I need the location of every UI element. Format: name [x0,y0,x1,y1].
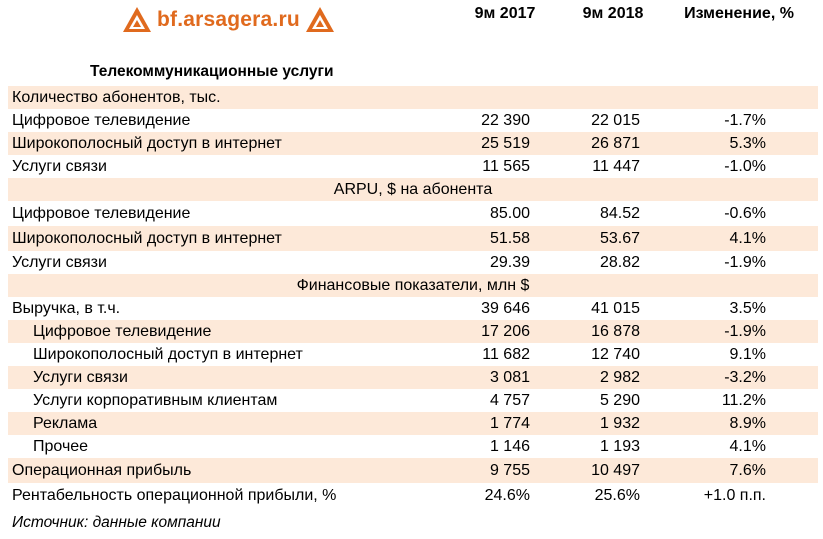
table-row: Услуги связи 29.39 28.82 -1.9% [8,251,818,274]
cell-v1: 29.39 [489,254,530,271]
cell-v2: 84.52 [599,205,640,222]
table-row: Широкополосный доступ в интернет 11 682 12… [8,343,818,366]
cell-v2: 10 497 [591,462,640,479]
cell-v2: 16 878 [591,323,640,340]
row-label: Прочее [33,438,89,455]
cell-v3: 11.2% [721,392,766,409]
row-label: Рентабельность операционной прибыли, % [12,487,337,504]
source-note: Источник: данные компании [12,514,221,531]
section-title: Телекоммуникационные услуги [90,63,334,80]
table-row: Цифровое телевидение 22 390 22 015 -1.7% [8,109,818,132]
table-row: Широкополосный доступ в интернет 25 519 26… [8,132,818,155]
table-row: Услуги связи 11 565 11 447 -1.0% [8,155,818,178]
table-row: Количество абонентов, тыс. [8,86,818,109]
table-row: Широкополосный доступ в интернет 51.58 53.… [8,226,818,251]
logo-left-icon [123,7,151,32]
cell-v2: 12 740 [591,346,640,363]
cell-v3: -1.0% [724,158,766,175]
row-label: Услуги корпоративным клиентам [33,392,278,409]
table-row: Реклама 1 774 1 932 8.9% [8,412,818,435]
cell-v3: 4.1% [729,438,766,455]
cell-v1: 39 646 [481,300,530,317]
cell-v3: 5.3% [729,135,766,152]
row-label: Широкополосный доступ в интернет [12,135,282,152]
cell-v2: 26 871 [591,135,640,152]
cell-v3: 7.6% [729,462,766,479]
group-heading: ARPU, $ на абонента [333,181,493,198]
group-heading: Количество абонентов, тыс. [12,89,221,106]
cell-v1: 1 146 [489,438,530,455]
row-label: Цифровое телевидение [12,112,191,129]
table-row: Прочее 1 146 1 193 4.1% [8,435,818,458]
column-header-9m2018: 9м 2018 [582,5,644,22]
cell-v3: 8.9% [729,415,766,432]
data-table: Количество абонентов, тыс. Цифровое телев… [8,86,818,508]
row-label: Выручка, в т.ч. [12,300,121,317]
row-label: Цифровое телевидение [12,205,191,222]
cell-v1: 3 081 [489,369,530,386]
row-label: Широкополосный доступ в интернет [33,346,303,363]
logo-text: bf.arsagera.ru [157,8,300,31]
row-label: Цифровое телевидение [33,323,212,340]
cell-v2: 11 447 [592,158,640,175]
table-row: Финансовые показатели, млн $ [8,274,818,297]
cell-v2: 28.82 [599,254,640,271]
table-row: Услуги корпоративным клиентам 4 757 5 290 1… [8,389,818,412]
cell-v3: 9.1% [729,346,766,363]
cell-v1: 85.00 [489,205,530,222]
logo-right-icon [305,7,334,32]
row-label: Операционная прибыль [12,462,192,479]
table-row: Услуги связи 3 081 2 982 -3.2% [8,366,818,389]
cell-v3: 4.1% [729,230,766,247]
cell-v3: +1.0 п.п. [703,487,766,504]
cell-v1: 11 565 [482,158,530,175]
cell-v2: 5 290 [599,392,640,409]
group-heading: Финансовые показатели, млн $ [296,277,530,294]
cell-v3: 3.5% [729,300,766,317]
table-row: Выручка, в т.ч. 39 646 41 015 3.5% [8,297,818,320]
cell-v1: 25 519 [481,135,530,152]
cell-v1: 17 206 [481,323,530,340]
cell-v2: 1 932 [599,415,640,432]
cell-v2: 22 015 [591,112,640,129]
cell-v1: 51.58 [489,230,530,247]
cell-v2: 25.6% [594,487,640,504]
cell-v1: 22 390 [481,112,530,129]
table-row: Рентабельность операционной прибыли, % 24… [8,483,818,508]
cell-v1: 4 757 [489,392,530,409]
cell-v1: 9 755 [489,462,530,479]
cell-v3: -1.9% [724,254,766,271]
cell-v1: 11 682 [482,346,530,363]
cell-v3: -1.7% [724,112,766,129]
table-row: Операционная прибыль 9 755 10 497 7.6% [8,458,818,483]
row-label: Услуги связи [12,158,107,175]
row-label: Широкополосный доступ в интернет [12,230,282,247]
table-row: Цифровое телевидение 17 206 16 878 -1.9% [8,320,818,343]
cell-v3: -0.6% [724,205,766,222]
cell-v3: -3.2% [724,369,766,386]
cell-v3: -1.9% [724,323,766,340]
cell-v2: 53.67 [599,230,640,247]
row-label: Реклама [33,415,98,432]
cell-v1: 24.6% [484,487,530,504]
column-header-change: Изменение, % [684,5,794,22]
table-row: ARPU, $ на абонента [8,178,818,201]
cell-v2: 2 982 [599,369,640,386]
column-header-9m2017: 9м 2017 [474,5,536,22]
cell-v2: 41 015 [591,300,640,317]
cell-v1: 1 774 [489,415,530,432]
table-row: Цифровое телевидение 85.00 84.52 -0.6% [8,201,818,226]
row-label: Услуги связи [12,254,107,271]
logo: bf.arsagera.ru [120,4,337,36]
row-label: Услуги связи [33,369,128,386]
cell-v2: 1 193 [599,438,640,455]
